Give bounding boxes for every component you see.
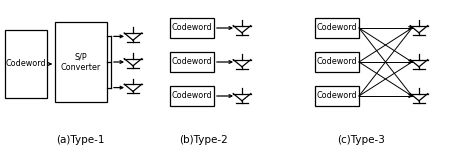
Text: Codeword: Codeword (317, 58, 357, 66)
Bar (315, 52, 359, 72)
Text: (a)Type-1: (a)Type-1 (56, 135, 104, 145)
Bar (55, 22, 107, 102)
Bar (170, 52, 214, 72)
Text: Codeword: Codeword (172, 23, 212, 32)
Bar (315, 18, 359, 38)
Text: (b)Type-2: (b)Type-2 (180, 135, 228, 145)
Text: Codeword: Codeword (317, 92, 357, 101)
Bar (5, 30, 47, 98)
Text: S/P
Converter: S/P Converter (61, 52, 101, 72)
Text: Codeword: Codeword (6, 60, 46, 69)
Text: Codeword: Codeword (172, 58, 212, 66)
Bar (315, 86, 359, 106)
Bar (170, 18, 214, 38)
Text: (c)Type-3: (c)Type-3 (337, 135, 385, 145)
Text: Codeword: Codeword (172, 92, 212, 101)
Text: Codeword: Codeword (317, 23, 357, 32)
Bar (170, 86, 214, 106)
